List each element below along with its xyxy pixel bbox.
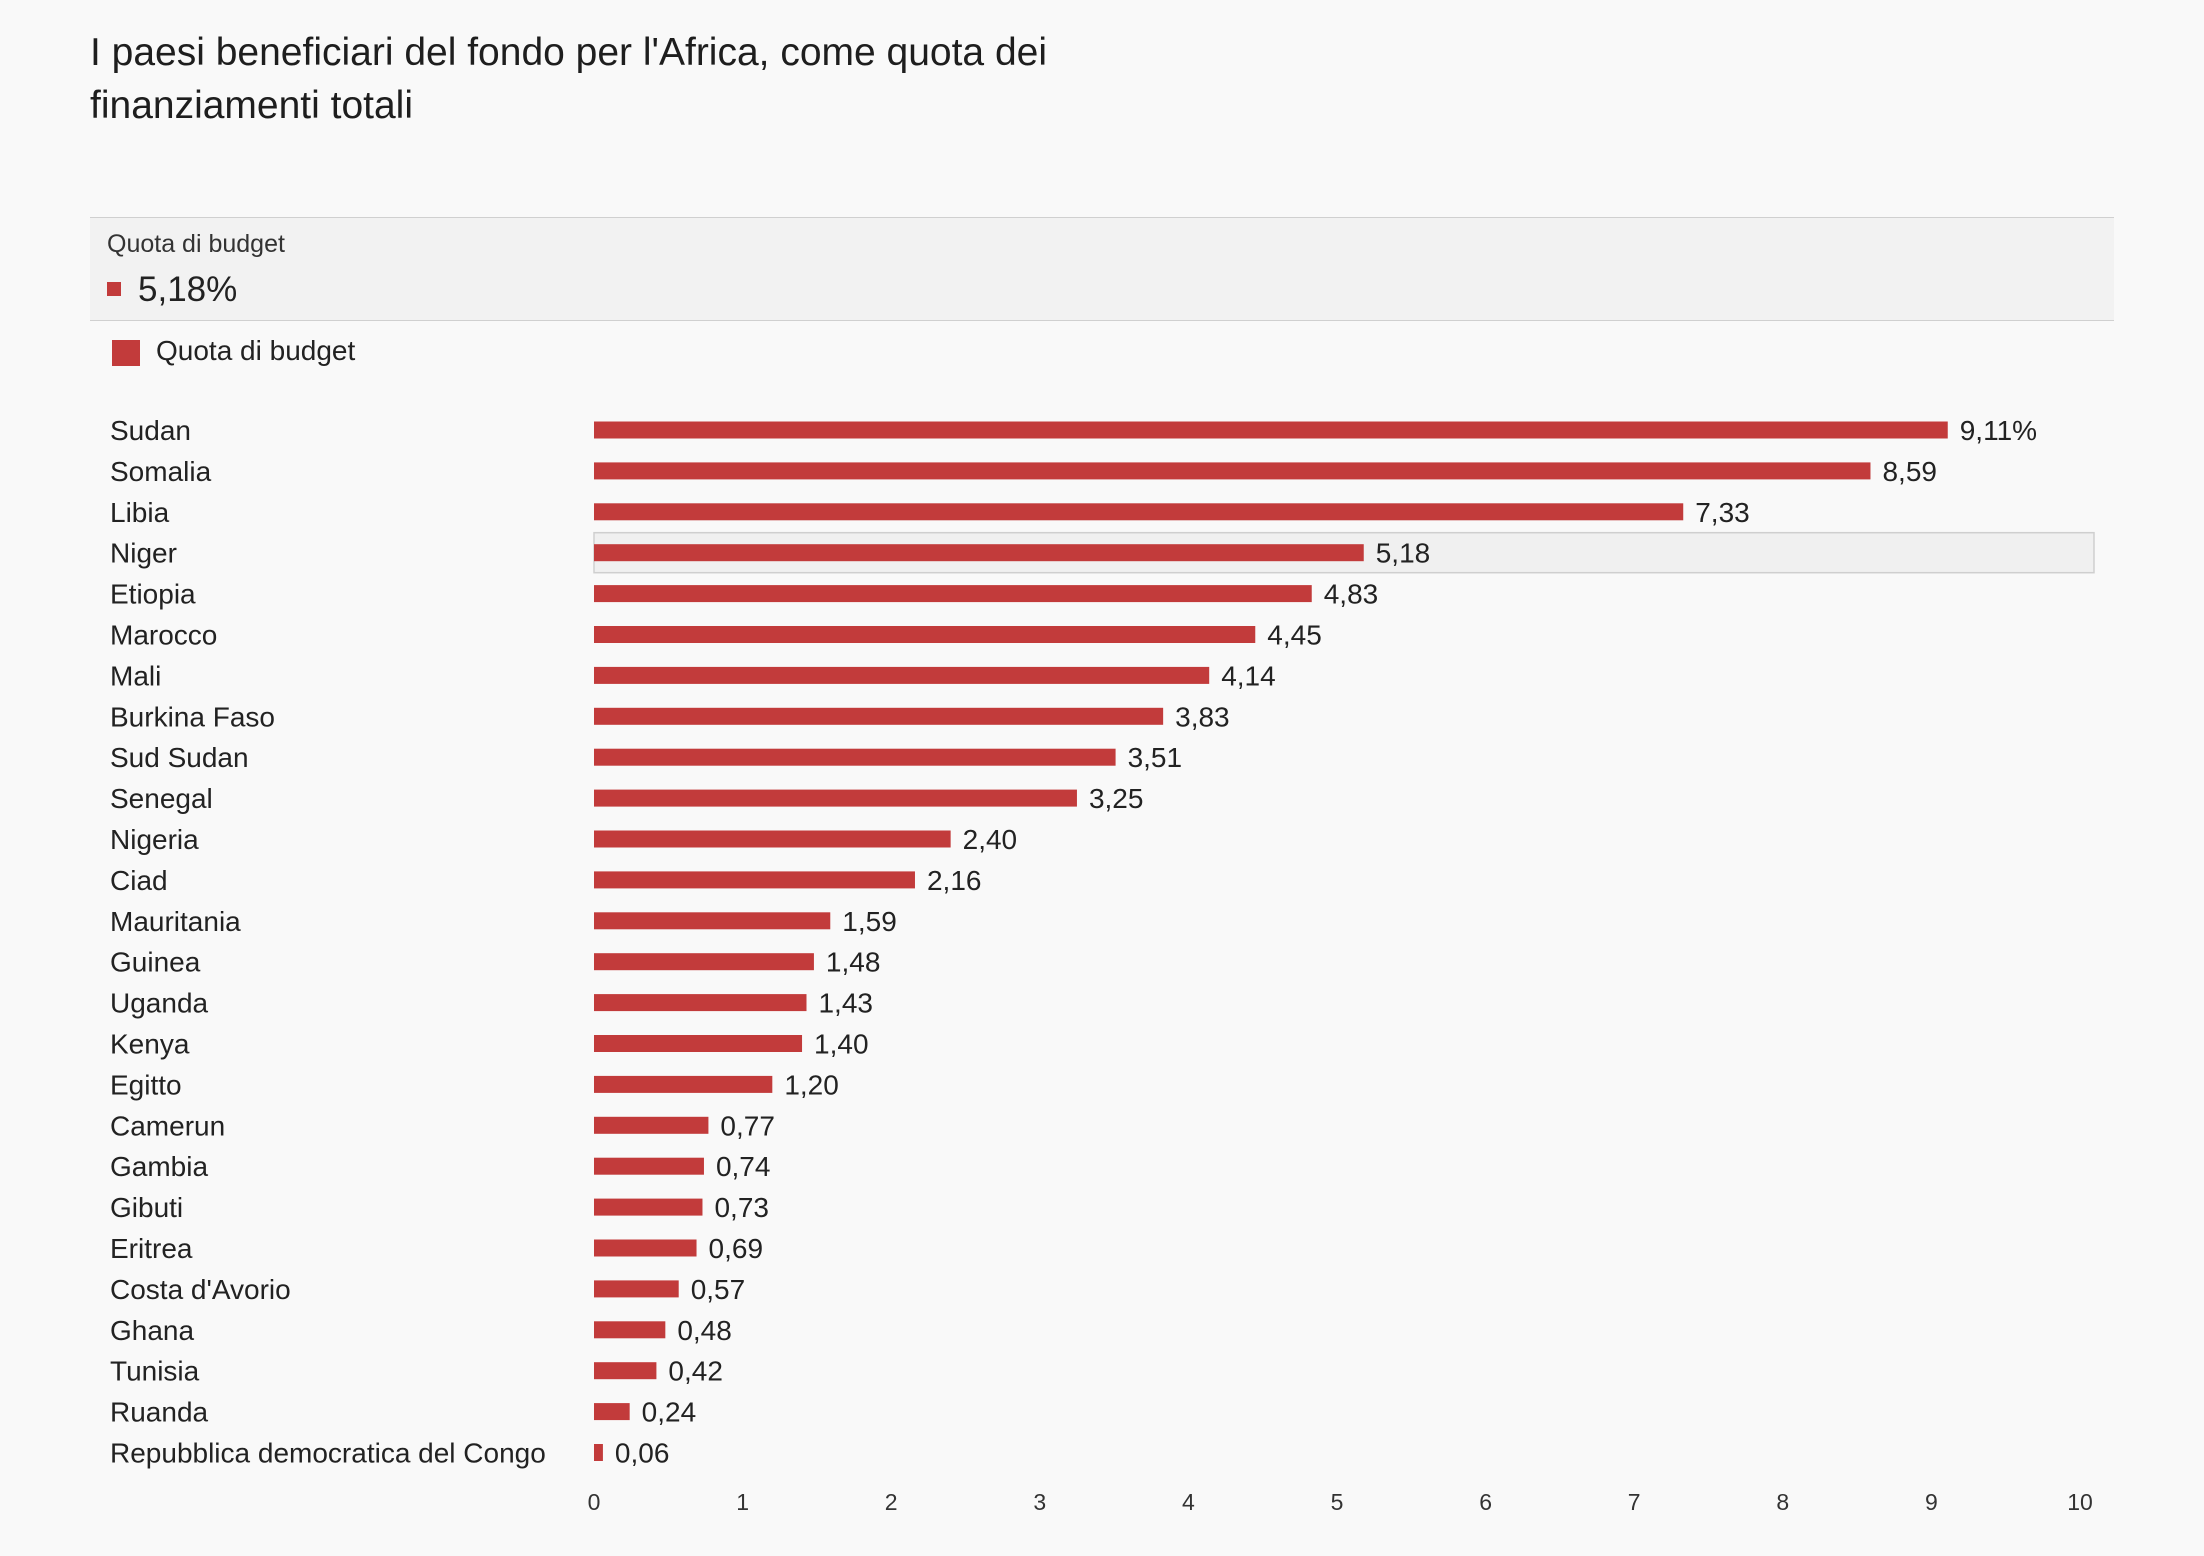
bar[interactable] xyxy=(594,462,1871,480)
category-label: Mauritania xyxy=(110,906,241,937)
value-label: 4,14 xyxy=(1221,660,1276,691)
category-label: Ciad xyxy=(110,865,168,896)
tooltip-value: 5,18% xyxy=(138,270,238,309)
x-tick-label: 7 xyxy=(1628,1489,1641,1515)
value-label: 1,40 xyxy=(814,1029,869,1060)
bar[interactable] xyxy=(594,1116,709,1134)
category-label: Nigeria xyxy=(110,824,199,855)
category-label: Egitto xyxy=(110,1069,182,1100)
category-label: Niger xyxy=(110,538,177,569)
value-label: 3,51 xyxy=(1128,742,1183,773)
bar[interactable] xyxy=(594,1239,697,1257)
bar[interactable] xyxy=(594,421,1948,439)
value-label: 0,24 xyxy=(642,1397,697,1428)
bar[interactable] xyxy=(594,830,951,848)
chart-title: I paesi beneficiari del fondo per l'Afri… xyxy=(90,31,1048,127)
tooltip-swatch xyxy=(107,282,121,296)
category-label: Burkina Faso xyxy=(110,701,275,732)
value-label: 3,83 xyxy=(1175,701,1230,732)
value-label: 0,48 xyxy=(677,1315,732,1346)
category-label: Ghana xyxy=(110,1315,194,1346)
bar[interactable] xyxy=(594,1198,703,1216)
category-label: Senegal xyxy=(110,783,213,814)
value-label: 0,06 xyxy=(615,1438,670,1469)
category-label: Sud Sudan xyxy=(110,742,249,773)
value-label: 0,57 xyxy=(691,1274,746,1305)
category-label: Repubblica democratica del Congo xyxy=(110,1438,546,1469)
value-label: 5,18 xyxy=(1376,538,1431,569)
category-label: Kenya xyxy=(110,1029,190,1060)
bar[interactable] xyxy=(594,544,1364,562)
category-label: Eritrea xyxy=(110,1233,193,1264)
bar[interactable] xyxy=(594,626,1256,643)
value-label: 1,59 xyxy=(842,906,897,937)
category-label: Sudan xyxy=(110,415,191,446)
bar[interactable] xyxy=(594,1035,803,1052)
bar[interactable] xyxy=(594,1157,704,1175)
value-label: 1,20 xyxy=(784,1069,839,1100)
bar[interactable] xyxy=(594,871,915,889)
category-label: Marocco xyxy=(110,620,217,651)
category-label: Guinea xyxy=(110,947,201,978)
value-label: 3,25 xyxy=(1089,783,1144,814)
x-tick-label: 0 xyxy=(588,1489,601,1515)
x-tick-label: 8 xyxy=(1776,1489,1789,1515)
category-label: Etiopia xyxy=(110,579,196,610)
value-label: 7,33 xyxy=(1695,497,1750,528)
value-label: 2,16 xyxy=(927,865,982,896)
bar[interactable] xyxy=(594,1444,603,1461)
bar[interactable] xyxy=(594,707,1164,725)
value-label: 9,11% xyxy=(1960,415,2037,446)
category-label: Tunisia xyxy=(110,1356,200,1387)
bar[interactable] xyxy=(594,789,1077,807)
category-label: Mali xyxy=(110,660,161,691)
x-tick-label: 6 xyxy=(1479,1489,1492,1515)
value-label: 1,48 xyxy=(826,947,881,978)
x-tick-label: 4 xyxy=(1182,1489,1195,1515)
value-label: 0,73 xyxy=(714,1192,769,1223)
category-label: Gambia xyxy=(110,1151,208,1182)
category-label: Somalia xyxy=(110,456,212,487)
bar[interactable] xyxy=(594,1403,630,1421)
x-tick-label: 2 xyxy=(885,1489,898,1515)
legend-swatch xyxy=(112,340,140,366)
category-label: Costa d'Avorio xyxy=(110,1274,291,1305)
bar[interactable] xyxy=(594,953,814,971)
bar[interactable] xyxy=(594,994,807,1012)
value-label: 0,74 xyxy=(716,1151,771,1182)
x-tick-label: 10 xyxy=(2067,1489,2093,1515)
x-tick-label: 9 xyxy=(1925,1489,1938,1515)
bar[interactable] xyxy=(594,1321,666,1339)
x-tick-label: 1 xyxy=(736,1489,749,1515)
category-label: Camerun xyxy=(110,1110,225,1141)
bar[interactable] xyxy=(594,748,1116,766)
category-label: Ruanda xyxy=(110,1397,209,1428)
category-label: Uganda xyxy=(110,988,209,1019)
tooltip-label: Quota di budget xyxy=(107,230,285,258)
value-label: 8,59 xyxy=(1882,456,1937,487)
value-label: 0,77 xyxy=(720,1110,775,1141)
bar[interactable] xyxy=(594,666,1210,684)
category-label: Libia xyxy=(110,497,170,528)
x-tick-label: 3 xyxy=(1033,1489,1046,1515)
bar[interactable] xyxy=(594,503,1684,521)
bar[interactable] xyxy=(594,912,831,930)
bar[interactable] xyxy=(594,1280,679,1298)
value-label: 2,40 xyxy=(963,824,1018,855)
category-label: Gibuti xyxy=(110,1192,183,1223)
bar[interactable] xyxy=(594,585,1312,603)
value-label: 4,45 xyxy=(1267,620,1322,651)
value-label: 0,42 xyxy=(668,1356,723,1387)
legend-label: Quota di budget xyxy=(156,335,356,366)
value-label: 0,69 xyxy=(709,1233,764,1264)
bar[interactable] xyxy=(594,1362,657,1380)
bar[interactable] xyxy=(594,1075,773,1093)
tooltip-panel: Quota di budget 5,18% xyxy=(90,217,2114,321)
value-label: 1,43 xyxy=(818,988,873,1019)
x-tick-label: 5 xyxy=(1331,1489,1344,1515)
value-label: 4,83 xyxy=(1324,579,1379,610)
